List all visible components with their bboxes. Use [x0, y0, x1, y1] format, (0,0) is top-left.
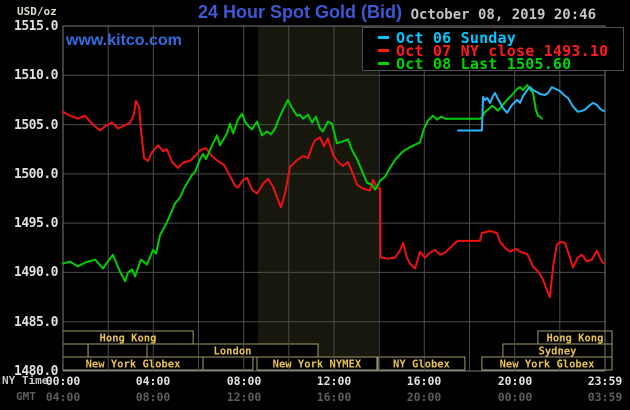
price-series-oct-07	[62, 99, 606, 299]
kitco-watermark-link[interactable]: www.kitco.com	[66, 32, 182, 49]
price-series-oct-06-sunday	[457, 86, 606, 132]
session-label: London	[214, 346, 252, 358]
session-box	[87, 343, 148, 358]
session-box	[377, 356, 466, 371]
session-label: New York Globex	[500, 359, 596, 371]
legend-item: Oct 08 Last 1505.60	[363, 54, 623, 73]
y-axis-tick-label: 1495.0	[14, 216, 58, 231]
y-axis-tick-label: 1480.0	[14, 364, 58, 379]
x-tick-ny: 00:00	[45, 374, 81, 388]
y-axis-tick-label: 1500.0	[14, 167, 58, 182]
y-axis-tick-label: 1515.0	[14, 19, 58, 34]
session-label: NY Globex	[393, 359, 451, 371]
session-label: Hong Kong	[100, 333, 157, 345]
x-tick-gmt: 03:59	[587, 390, 623, 404]
legend-label: Oct 08 Last 1505.60	[396, 54, 572, 73]
legend-label: Oct 06 Sunday	[396, 28, 516, 47]
x-tick-gmt: 12:00	[226, 390, 262, 404]
y-axis-tick-label: 1505.0	[14, 118, 58, 133]
session-label: Sydney	[539, 346, 578, 358]
y-axis-unit-label: USD/oz	[17, 5, 57, 18]
legend-swatch	[378, 36, 389, 39]
nymex-hours-band	[257, 26, 378, 371]
x-tick-ny: 04:00	[135, 374, 171, 388]
x-tick-gmt: 16:00	[316, 390, 352, 404]
chart-title: 24 Hour Spot Gold (Bid)	[198, 2, 402, 22]
x-tick-ny: 23:59	[587, 374, 623, 388]
session-box	[62, 343, 89, 358]
legend-swatch	[378, 49, 389, 52]
legend-label: Oct 07 NY close 1493.10	[396, 41, 609, 60]
ny-time-row-label: NY Time	[2, 374, 49, 387]
chart-datetime: October 08, 2019 20:46	[410, 7, 596, 23]
session-box	[202, 356, 254, 371]
legend: Oct 06 Sunday Oct 07 NY close 1493.10 Oct …	[362, 27, 624, 73]
y-axis-tick-label: 1485.0	[14, 315, 58, 330]
x-tick-ny: 12:00	[316, 374, 352, 388]
x-tick-ny: 20:00	[497, 374, 533, 388]
legend-item: Oct 06 Sunday	[363, 28, 623, 47]
legend-item: Oct 07 NY close 1493.10	[363, 41, 623, 60]
legend-swatch	[378, 62, 389, 65]
y-axis-tick-label: 1510.0	[14, 68, 58, 83]
price-series-oct-08	[62, 84, 543, 283]
x-tick-gmt: 04:00	[45, 390, 81, 404]
gmt-row-label: GMT	[16, 390, 36, 403]
plot-border	[62, 25, 606, 372]
y-axis-tick-label: 1490.0	[14, 265, 58, 280]
x-tick-gmt: 08:00	[135, 390, 171, 404]
x-tick-gmt: 00:00	[497, 390, 533, 404]
session-label: New York Globex	[86, 359, 182, 371]
session-label: Hong Kong	[547, 333, 604, 345]
x-tick-gmt: 20:00	[406, 390, 442, 404]
x-tick-ny: 08:00	[226, 374, 262, 388]
x-tick-ny: 16:00	[406, 374, 442, 388]
session-label: New York NYMEX	[273, 359, 362, 371]
session-box	[256, 356, 378, 371]
